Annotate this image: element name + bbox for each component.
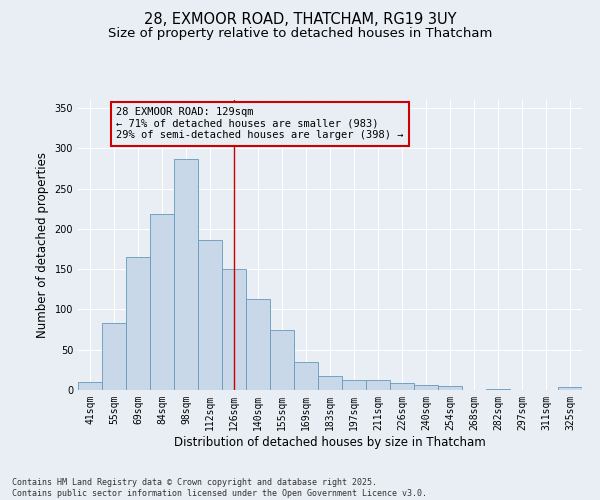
Bar: [78, 382, 102, 390]
Y-axis label: Number of detached properties: Number of detached properties: [36, 152, 49, 338]
Bar: [222, 269, 246, 390]
Bar: [438, 386, 462, 390]
Bar: [270, 330, 294, 390]
Bar: [174, 159, 198, 390]
Bar: [126, 257, 150, 390]
Bar: [150, 214, 174, 390]
Bar: [198, 240, 222, 390]
Text: Size of property relative to detached houses in Thatcham: Size of property relative to detached ho…: [108, 28, 492, 40]
X-axis label: Distribution of detached houses by size in Thatcham: Distribution of detached houses by size …: [174, 436, 486, 448]
Bar: [558, 387, 582, 390]
Text: 28, EXMOOR ROAD, THATCHAM, RG19 3UY: 28, EXMOOR ROAD, THATCHAM, RG19 3UY: [144, 12, 456, 28]
Bar: [366, 380, 390, 390]
Bar: [390, 383, 414, 390]
Bar: [342, 380, 366, 390]
Bar: [246, 299, 270, 390]
Bar: [294, 362, 318, 390]
Bar: [414, 385, 438, 390]
Bar: [318, 376, 342, 390]
Text: 28 EXMOOR ROAD: 129sqm
← 71% of detached houses are smaller (983)
29% of semi-de: 28 EXMOOR ROAD: 129sqm ← 71% of detached…: [116, 108, 403, 140]
Bar: [486, 389, 510, 390]
Text: Contains HM Land Registry data © Crown copyright and database right 2025.
Contai: Contains HM Land Registry data © Crown c…: [12, 478, 427, 498]
Bar: [102, 323, 126, 390]
